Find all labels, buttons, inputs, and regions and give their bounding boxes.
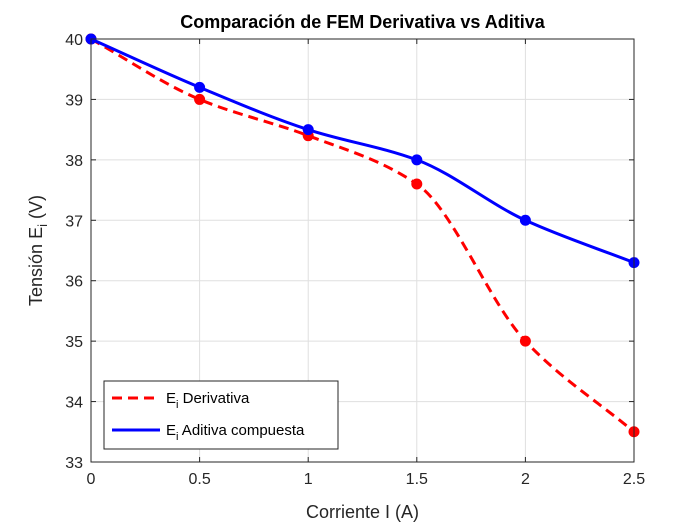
data-point-derivativa <box>519 335 531 347</box>
x-tick-label: 1 <box>304 471 313 488</box>
legend: Ei Derivativa Ei Aditiva compuesta <box>103 380 339 450</box>
plot-frame <box>90 38 635 463</box>
x-tick-label: 1.5 <box>406 471 428 488</box>
data-point-derivativa <box>194 93 206 105</box>
legend-label-aditiva-base: E <box>166 422 176 439</box>
x-tick-label: 0 <box>87 471 96 488</box>
legend-label-aditiva-tail: Aditiva compuesta <box>178 422 305 439</box>
series-line-derivativa <box>90 37 635 433</box>
data-point-aditiva <box>411 154 423 166</box>
legend-label-aditiva-subscript: i <box>176 431 178 443</box>
y-axis-label-tail: (V) <box>26 195 46 224</box>
axis-ticks: 0 0.5 1 1.5 2 2.5 33 34 35 36 37 38 39 40 <box>65 32 645 488</box>
y-tick-label: 39 <box>65 92 83 109</box>
y-tick-label: 36 <box>65 274 83 291</box>
data-point-aditiva <box>519 214 531 226</box>
legend-label-derivativa-base: E <box>166 390 176 407</box>
legend-label-derivativa-tail: Derivativa <box>178 390 250 407</box>
y-tick-label: 33 <box>65 455 83 472</box>
data-point-derivativa <box>411 178 423 190</box>
series-layer <box>85 33 640 438</box>
legend-label-aditiva: Ei Aditiva compuesta <box>166 422 305 443</box>
x-tick-label: 2.5 <box>623 471 645 488</box>
legend-label-derivativa: Ei Derivativa <box>166 390 250 411</box>
series-line-aditiva <box>90 37 635 264</box>
legend-label-derivativa-subscript: i <box>176 399 178 411</box>
legend-box <box>103 380 339 450</box>
data-point-aditiva <box>194 81 206 93</box>
y-tick-label: 37 <box>65 213 83 230</box>
y-tick-label: 38 <box>65 153 83 170</box>
y-tick-label: 34 <box>65 395 83 412</box>
y-axis-label-subscript: i <box>35 224 50 227</box>
x-axis-label: Corriente I (A) <box>306 502 419 522</box>
x-tick-label: 2 <box>521 471 530 488</box>
y-tick-label: 35 <box>65 334 83 351</box>
chart-title: Comparación de FEM Derivativa vs Aditiva <box>180 12 545 32</box>
y-axis-label-base: Tensión E <box>26 227 46 306</box>
y-axis-label: Tensión Ei (V) <box>26 195 50 306</box>
x-tick-label: 0.5 <box>188 471 210 488</box>
y-tick-label: 40 <box>65 32 83 49</box>
data-point-aditiva <box>302 124 314 136</box>
